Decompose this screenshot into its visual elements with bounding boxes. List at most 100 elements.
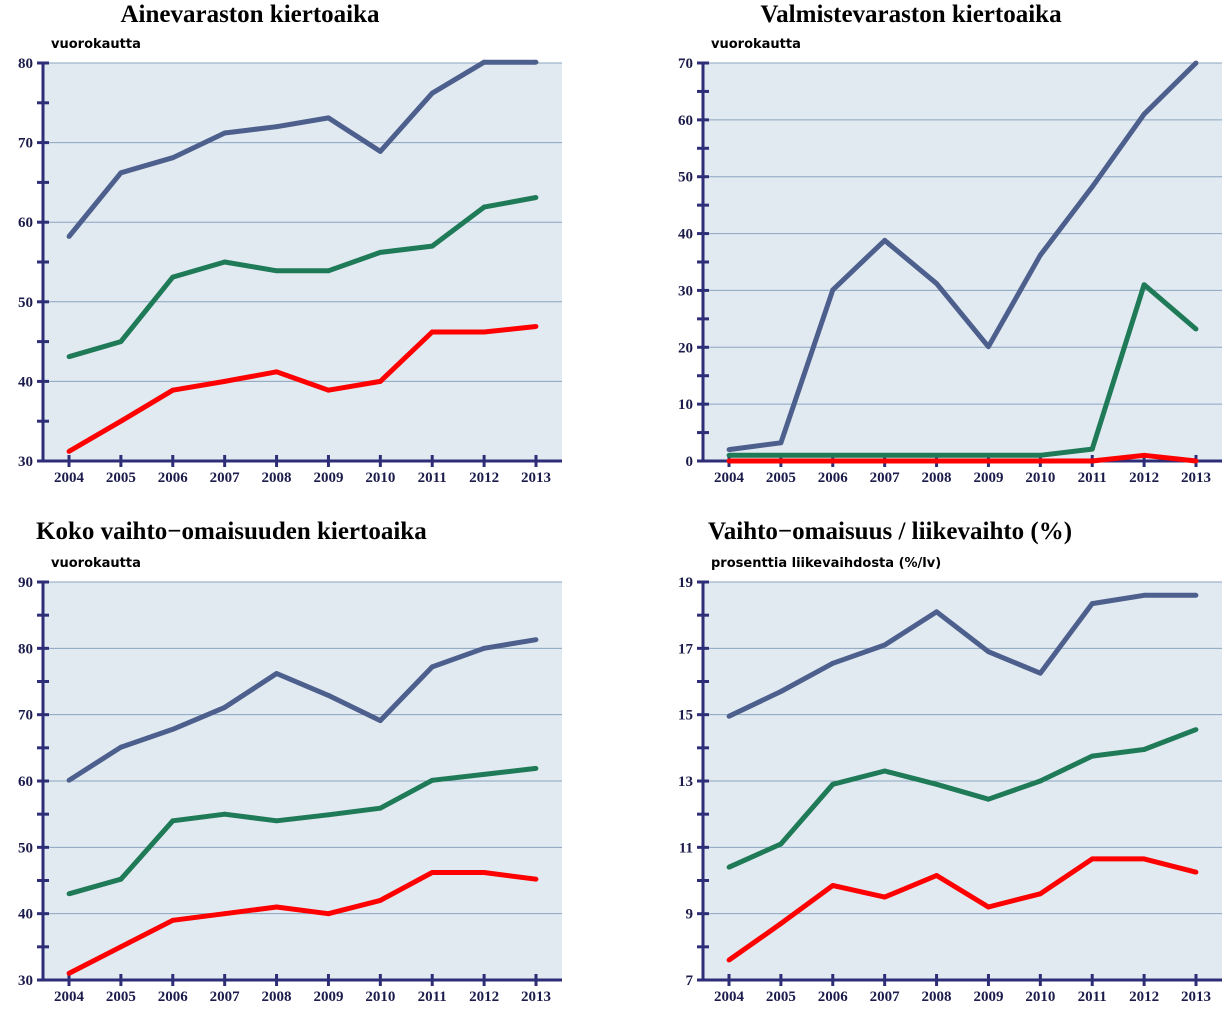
data-point: [66, 234, 72, 239]
data-point: [326, 268, 331, 274]
data-point: [481, 645, 487, 651]
y-tick-label: 7: [686, 973, 694, 989]
data-point: [986, 904, 991, 910]
data-point: [830, 458, 836, 464]
plot-area: [703, 63, 1222, 461]
data-point: [66, 354, 72, 360]
y-tick-label: 11: [679, 840, 693, 856]
x-tick-label: 2013: [521, 989, 551, 1005]
data-point: [481, 329, 487, 335]
x-tick-label: 2009: [973, 470, 1003, 486]
series-line-1: [727, 727, 1197, 870]
x-tick-label: 2011: [418, 470, 447, 486]
x-tick-label: 2007: [210, 989, 241, 1005]
data-point: [377, 805, 383, 811]
data-point: [377, 250, 383, 255]
data-point: [170, 387, 176, 393]
data-point: [778, 689, 784, 694]
data-point: [1037, 252, 1043, 258]
data-point: [274, 369, 279, 375]
series-line-0: [728, 61, 1198, 453]
data-point: [222, 911, 228, 917]
x-tick-label: 2006: [158, 989, 189, 1005]
data-point: [1141, 452, 1147, 458]
data-point: [222, 379, 228, 384]
data-point: [1141, 592, 1147, 598]
y-tick-label: 20: [678, 340, 693, 356]
data-point: [170, 726, 176, 732]
data-point: [986, 649, 991, 655]
data-point: [533, 765, 539, 771]
y-tick-label: 19: [678, 575, 693, 591]
y-tick-label: 40: [18, 374, 33, 390]
data-point: [274, 124, 279, 130]
x-tick-label: 2005: [106, 470, 136, 486]
series-line-1: [68, 765, 537, 897]
y-tick-label: 17: [678, 641, 694, 657]
data-point: [1037, 778, 1043, 784]
x-tick-label: 2010: [365, 989, 395, 1005]
y-axis-unit-label: vuorokautta: [51, 556, 141, 571]
data-point: [170, 155, 176, 161]
data-point: [986, 796, 991, 802]
data-point: [481, 771, 487, 777]
data-point: [377, 898, 383, 903]
data-point: [1089, 856, 1095, 862]
series-line-2: [67, 870, 537, 976]
y-tick-label: 80: [18, 56, 33, 72]
data-point: [326, 911, 331, 917]
data-point: [1193, 326, 1199, 332]
data-point: [481, 870, 487, 875]
y-tick-label: 70: [18, 136, 33, 152]
series-line-2: [729, 452, 1197, 464]
y-tick-label: 50: [18, 840, 33, 856]
data-point: [533, 195, 539, 200]
data-point: [66, 891, 72, 897]
chart-title: Ainevaraston kiertoaika: [120, 1, 380, 28]
data-point: [429, 870, 435, 875]
data-point: [778, 921, 784, 927]
data-point: [986, 344, 991, 350]
data-point: [830, 287, 836, 293]
data-point: [778, 841, 784, 847]
data-point: [118, 944, 124, 950]
x-tick-label: 2005: [106, 989, 136, 1005]
x-tick-label: 2010: [1025, 470, 1055, 486]
data-point: [1037, 891, 1043, 897]
data-point: [429, 90, 435, 96]
data-point: [830, 883, 836, 888]
data-point: [429, 664, 435, 670]
chart-title: Valmistevaraston kiertoaika: [760, 1, 1062, 28]
y-tick-label: 40: [18, 907, 33, 923]
x-tick-label: 2004: [54, 989, 85, 1005]
data-point: [934, 281, 939, 287]
chart-title: Vaihto−omaisuus / liikevaihto (%): [708, 518, 1073, 545]
x-tick-label: 2011: [1078, 989, 1107, 1005]
data-point: [118, 339, 124, 344]
y-tick-label: 10: [678, 397, 693, 413]
series-line-2: [67, 324, 537, 454]
data-point: [326, 115, 331, 121]
data-point: [986, 458, 991, 464]
data-point: [1089, 601, 1095, 606]
data-point: [882, 237, 888, 243]
data-point: [1193, 60, 1199, 66]
data-point: [274, 818, 279, 824]
data-point: [1037, 670, 1043, 676]
data-point: [533, 637, 539, 643]
x-tick-label: 2006: [818, 989, 849, 1005]
y-tick-label: 13: [678, 774, 693, 790]
x-tick-label: 2010: [365, 470, 395, 486]
chart-1: 0 10 20 30 40 50 60 70 2004 2005 2006 2007 2008 2009 2…: [678, 56, 1222, 486]
x-tick-label: 2012: [469, 470, 499, 486]
y-tick-label: 60: [18, 774, 33, 790]
x-tick-label: 2006: [158, 470, 189, 486]
data-point: [377, 148, 383, 154]
data-point: [118, 418, 124, 424]
y-axis-unit-label: vuorokautta: [711, 37, 801, 52]
chart-3: 7 9 11 13 15 17 19 2004 2005 2006 2007 2008 2009 2010…: [678, 575, 1222, 1005]
data-point: [1141, 856, 1147, 862]
data-point: [882, 642, 888, 648]
y-tick-label: 90: [18, 575, 33, 591]
